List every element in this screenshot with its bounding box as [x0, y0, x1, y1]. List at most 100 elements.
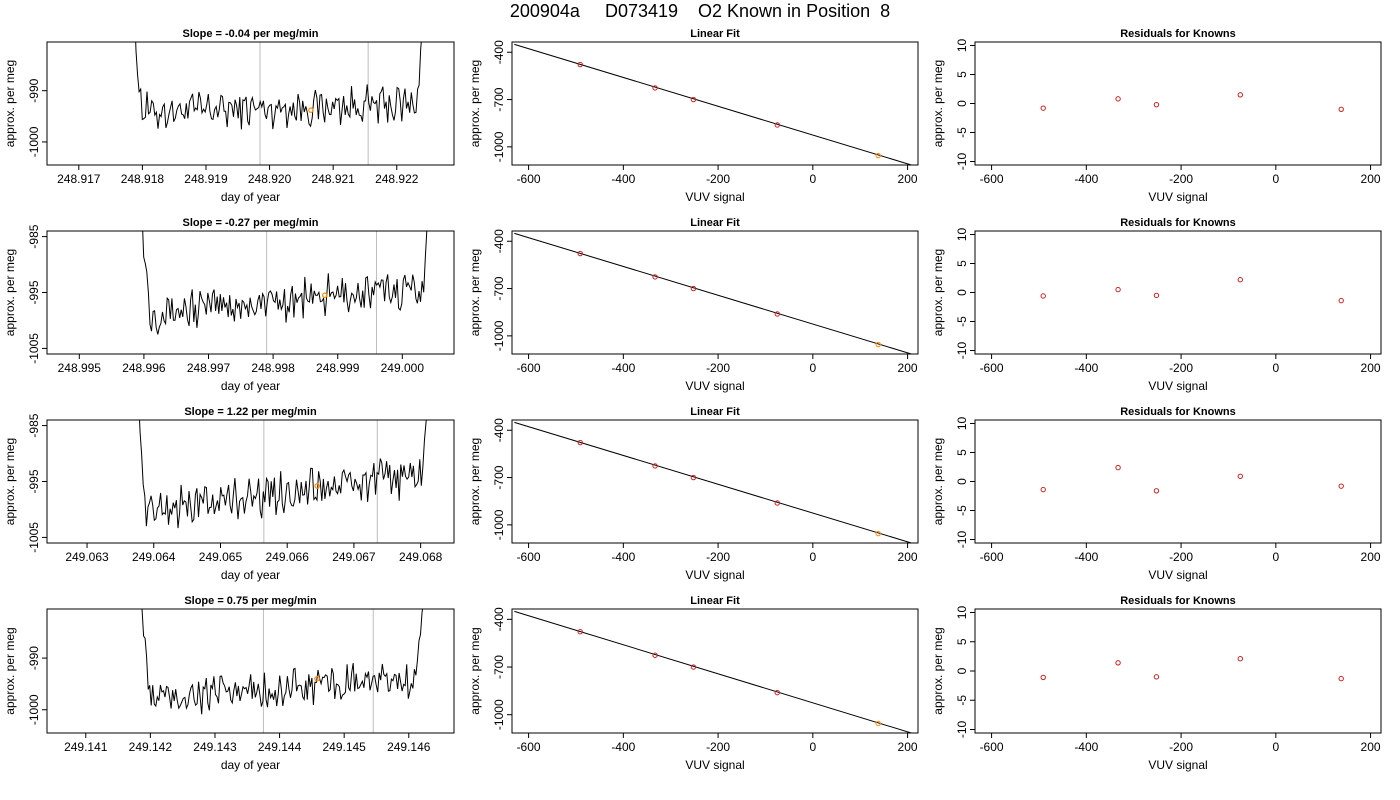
x-tick-label: 200 [898, 740, 918, 754]
y-tick-label: -5 [955, 505, 969, 516]
panel-title: Linear Fit [690, 217, 740, 229]
data-point [1040, 293, 1046, 299]
data-point [652, 652, 658, 658]
plot-area [1040, 464, 1344, 494]
x-tick-label: 0 [809, 361, 816, 375]
x-tick-label: -400 [611, 361, 635, 375]
plot-area [514, 610, 914, 733]
panel-title: Slope = 1.22 per meg/min [184, 406, 317, 418]
highlight-point [321, 292, 328, 299]
panel-title: Slope = 0.75 per meg/min [184, 595, 317, 607]
y-axis-label: approx. per meg [931, 627, 945, 714]
x-tick-label: 248.995 [58, 361, 102, 375]
data-point [1237, 277, 1243, 283]
x-axis-label: day of year [221, 379, 280, 393]
x-tick-label: -600 [980, 740, 1004, 754]
plot-area [139, 420, 427, 543]
x-tick-label: -400 [611, 740, 635, 754]
y-tick-label: -995 [27, 280, 41, 304]
y-tick-label: -985 [27, 413, 41, 437]
y-axis-label: approx. per meg [468, 249, 482, 336]
fit-line [514, 421, 914, 543]
x-tick-label: 248.997 [187, 361, 231, 375]
x-axis-label: VUV signal [1148, 758, 1207, 772]
fit-line [514, 232, 914, 354]
y-tick-label: -5 [955, 127, 969, 138]
x-axis-label: day of year [221, 568, 280, 582]
y-axis-label: approx. per meg [3, 438, 17, 525]
x-tick-label: -400 [611, 550, 635, 564]
x-tick-label: -200 [1169, 550, 1193, 564]
data-point [1153, 674, 1160, 680]
x-axis-label: VUV signal [1148, 379, 1207, 393]
y-tick-label: -700 [492, 87, 506, 111]
data-point [577, 250, 583, 257]
x-tick-label: -400 [1074, 550, 1098, 564]
data-trace [141, 609, 424, 715]
data-point [652, 85, 658, 91]
data-point [1338, 106, 1344, 113]
x-tick-label: 248.999 [316, 361, 360, 375]
highlight-point [314, 675, 320, 682]
data-point [1115, 660, 1121, 666]
x-tick-label: 249.068 [399, 550, 443, 564]
data-point [690, 664, 697, 670]
plot-frame [974, 419, 1382, 544]
x-tick-label: -600 [980, 172, 1004, 186]
y-tick-label: 0 [955, 667, 969, 674]
plot-area [514, 421, 914, 543]
data-point [1040, 486, 1046, 493]
x-tick-label: -600 [517, 550, 541, 564]
data-point [774, 311, 780, 317]
data-point [1115, 464, 1121, 471]
x-tick-label: 248.920 [248, 172, 292, 186]
data-point [577, 439, 583, 446]
data-point [690, 96, 697, 103]
x-tick-label: 0 [1272, 550, 1279, 564]
data-point [652, 274, 658, 280]
highlight-point [875, 152, 881, 159]
y-tick-label: 0 [955, 478, 969, 485]
y-tick-label: -10 [955, 153, 969, 171]
x-tick-label: 248.998 [251, 361, 295, 375]
y-tick-label: 10 [955, 606, 969, 620]
data-trace [142, 231, 428, 335]
data-point [774, 122, 780, 128]
y-tick-label: -400 [492, 40, 506, 64]
y-axis-label: approx. per meg [3, 249, 17, 336]
x-axis-label: VUV signal [685, 758, 744, 772]
data-point [577, 629, 583, 635]
x-tick-label: -400 [1074, 361, 1098, 375]
y-tick-label: -1000 [492, 699, 506, 730]
plot-frame [974, 41, 1382, 166]
x-tick-label: 0 [809, 740, 816, 754]
data-point [1115, 286, 1121, 293]
y-tick-label: -995 [27, 469, 41, 493]
y-tick-label: -1000 [492, 320, 506, 351]
y-tick-label: -985 [27, 224, 41, 248]
y-tick-label: -1000 [27, 126, 41, 157]
x-tick-label: 248.917 [57, 172, 101, 186]
x-tick-label: 248.919 [184, 172, 228, 186]
x-axis-label: day of year [221, 190, 280, 204]
y-axis-label: approx. per meg [931, 60, 945, 147]
x-tick-label: 249.063 [65, 550, 109, 564]
y-tick-label: -700 [492, 465, 506, 489]
fit-line [514, 610, 914, 733]
panel-title: Linear Fit [690, 595, 740, 607]
x-tick-label: 0 [809, 550, 816, 564]
plot-frame [511, 419, 919, 544]
data-point [1153, 101, 1160, 108]
plot-frame [46, 608, 455, 734]
y-tick-label: 0 [955, 289, 969, 296]
x-tick-label: 200 [898, 550, 918, 564]
x-tick-label: 249.142 [129, 740, 173, 754]
data-point [1338, 675, 1344, 682]
x-tick-label: 249.066 [266, 550, 310, 564]
data-point [1338, 483, 1344, 489]
data-trace [139, 420, 427, 529]
plot-frame [974, 608, 1382, 734]
data-point [652, 463, 658, 469]
x-tick-label: -600 [517, 172, 541, 186]
